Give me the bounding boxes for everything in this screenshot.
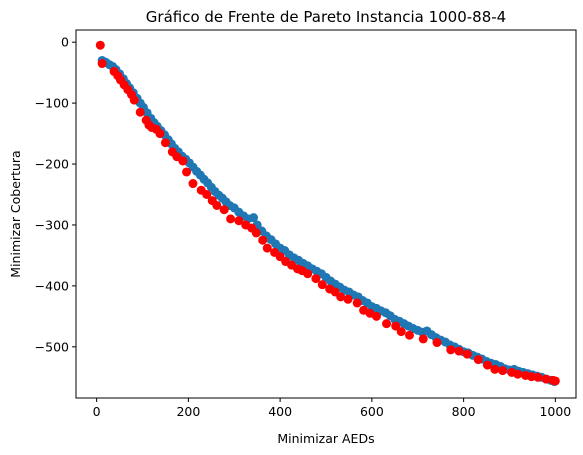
data-point [258,235,268,245]
data-point [550,376,560,386]
data-point [97,59,107,69]
data-point [336,292,346,302]
y-tick-label: −300 [35,217,69,232]
y-tick-label: 0 [61,35,69,50]
series-2 [95,40,560,386]
data-point [249,213,259,223]
plot-frame [75,29,577,399]
y-tick-label: −200 [35,157,69,172]
data-point [202,190,212,200]
data-point [155,129,165,139]
data-point [234,216,244,226]
points-layer [95,40,560,387]
x-tick-label: 400 [268,404,292,419]
series-1 [97,55,559,387]
data-point [226,214,236,224]
data-point [454,346,464,356]
x-axis-ticks: 0 200 400 600 800 1000 [93,398,571,419]
x-tick-label: 200 [176,404,200,419]
data-point [404,330,414,340]
data-point [160,138,170,148]
x-tick-label: 600 [360,404,384,419]
data-point [473,355,483,365]
data-point [95,40,105,50]
x-tick-label: 800 [452,404,476,419]
data-point [188,179,198,189]
data-point [498,366,508,376]
data-point [371,311,381,321]
data-point [178,156,188,166]
data-point [396,327,406,337]
data-point [317,280,327,290]
chart-title: Gráfico de Frente de Pareto Instancia 10… [146,8,506,26]
y-tick-label: −100 [35,96,69,111]
data-point [219,205,229,215]
data-point [262,243,272,253]
y-tick-label: −400 [35,278,69,293]
data-point [343,294,353,304]
x-tick-label: 0 [93,404,101,419]
data-point [212,200,222,210]
x-axis-label: Minimizar AEDs [277,431,374,446]
data-point [482,360,492,370]
data-point [432,338,442,348]
data-point [303,269,313,279]
y-axis-ticks: 0 −100 −200 −300 −400 −500 [35,35,76,354]
data-point [490,364,500,374]
y-tick-label: −500 [35,339,69,354]
data-point [182,167,192,177]
data-point [513,369,523,379]
data-point [129,95,139,105]
data-point [391,321,401,331]
data-point [446,345,456,355]
data-point [462,349,472,359]
data-point [352,298,362,308]
data-point [382,319,392,329]
data-point [541,374,551,384]
data-point [251,228,261,238]
data-point [418,334,428,344]
x-tick-label: 1000 [539,404,571,419]
data-point [135,107,145,117]
y-axis-label: Minimizar Cobertura [8,150,23,277]
data-point [533,372,543,382]
data-point [311,274,321,284]
